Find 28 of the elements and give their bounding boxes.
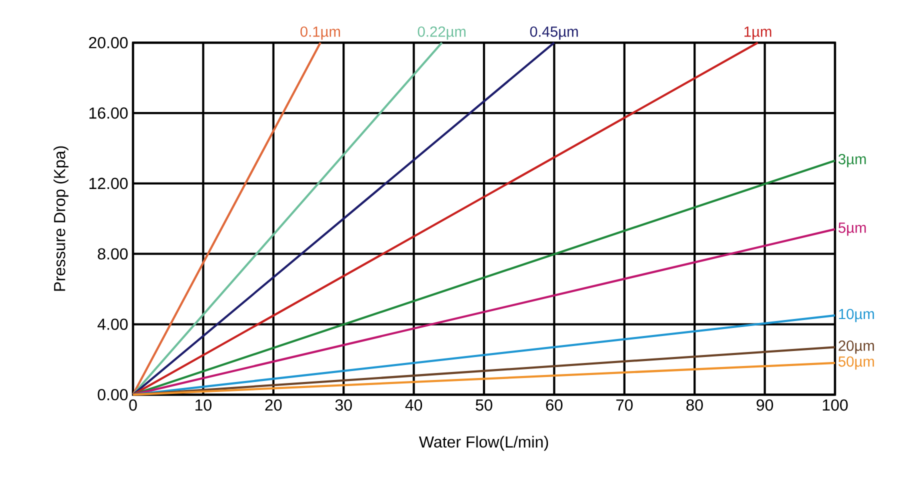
x-tick-label: 50 (476, 400, 492, 411)
series-label: 1µm (744, 26, 772, 40)
series-label: 5µm (838, 222, 866, 236)
series-label: 0.45µm (530, 26, 578, 40)
series-label: 20µm (838, 340, 874, 354)
y-tick-label: 0.00 (98, 389, 128, 400)
x-tick-label: 70 (616, 400, 633, 411)
x-tick-label: 40 (405, 400, 422, 411)
y-tick-label: 12.00 (89, 178, 128, 190)
y-tick-label: 20.00 (89, 37, 128, 48)
series-label: 10µm (839, 309, 874, 322)
series-label: 50µm (838, 356, 874, 370)
series-label: 0.1µm (300, 26, 340, 40)
x-tick-label: 0 (129, 400, 137, 411)
x-axis-title: Water Flow(L/min) (419, 436, 548, 451)
x-tick-label: 100 (822, 400, 848, 411)
x-tick-label: 90 (756, 400, 774, 411)
series-label: 0.22µm (418, 26, 466, 40)
y-tick-label: 8.00 (98, 248, 128, 260)
x-tick-label: 10 (196, 400, 212, 411)
y-tick-label: 16.00 (89, 108, 128, 119)
x-tick-label: 20 (265, 400, 282, 411)
series-label: 3µm (838, 154, 866, 168)
y-tick-label: 4.00 (98, 318, 128, 330)
x-tick-label: 30 (335, 400, 352, 411)
y-axis-title: Pressure Drop (Kpa) (54, 146, 68, 291)
x-tick-label: 80 (686, 400, 703, 411)
x-tick-label: 60 (546, 400, 562, 411)
